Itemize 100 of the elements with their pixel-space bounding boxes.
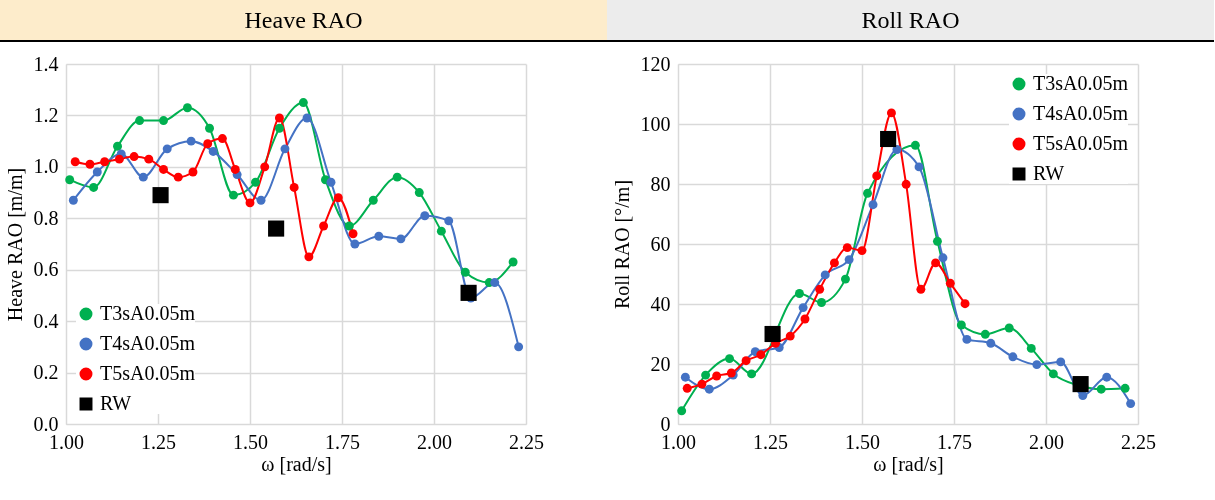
point <box>70 157 80 167</box>
point <box>89 182 99 192</box>
y-axis-title: Heave RAO [m/m] <box>3 167 26 322</box>
x-tick-label: 2.00 <box>417 430 452 453</box>
point <box>1056 357 1066 367</box>
y-tick-label: 1.4 <box>33 52 59 75</box>
point <box>986 338 996 348</box>
x-tick-label: 2.25 <box>509 430 544 453</box>
point <box>298 98 308 108</box>
x-tick-label: 2.25 <box>1121 430 1156 453</box>
y-axis-title: Roll RAO [°/m] <box>610 179 633 310</box>
point <box>844 255 854 265</box>
point <box>901 179 911 189</box>
point <box>880 130 897 148</box>
x-tick-label: 2.00 <box>1029 430 1064 453</box>
y-tick-label: 0.4 <box>33 309 59 332</box>
point <box>1126 399 1136 409</box>
point <box>892 145 902 154</box>
point <box>85 159 95 169</box>
point <box>274 113 284 123</box>
point <box>333 193 343 203</box>
point <box>260 162 270 172</box>
point <box>368 195 378 205</box>
point <box>863 188 872 198</box>
point <box>113 141 122 151</box>
point <box>65 175 75 185</box>
point <box>182 103 192 113</box>
point <box>289 182 299 192</box>
point <box>962 334 972 344</box>
point <box>815 284 825 294</box>
point <box>712 371 722 381</box>
point <box>1102 372 1112 382</box>
point <box>208 146 218 156</box>
point <box>794 289 804 298</box>
y-tick-label: 60 <box>650 232 671 255</box>
point <box>162 144 172 154</box>
point <box>420 211 430 221</box>
y-tick-label: 120 <box>640 52 671 75</box>
point <box>1120 383 1130 393</box>
point <box>682 383 692 393</box>
point <box>348 229 358 239</box>
point <box>460 267 470 277</box>
legend-label: RW <box>1033 162 1065 184</box>
point <box>1008 352 1018 362</box>
point <box>508 257 518 267</box>
point <box>820 270 830 280</box>
point <box>217 134 227 144</box>
x-tick-label: 1.25 <box>141 430 176 453</box>
point <box>868 200 878 210</box>
point <box>245 198 255 208</box>
point <box>956 320 966 330</box>
point <box>92 167 102 177</box>
point <box>436 226 446 236</box>
point <box>764 325 781 343</box>
point <box>1032 360 1042 370</box>
x-tick-label: 1.50 <box>233 430 268 453</box>
point <box>910 140 920 150</box>
point <box>741 356 751 366</box>
point <box>704 384 714 394</box>
point <box>725 354 734 364</box>
point <box>173 172 183 182</box>
point <box>203 139 213 149</box>
point <box>326 177 336 187</box>
y-tick-label: 40 <box>650 292 671 315</box>
x-tick-label: 1.25 <box>753 430 788 453</box>
point <box>817 298 826 307</box>
y-tick-label: 100 <box>640 112 671 135</box>
legend-label: RW <box>100 392 132 414</box>
legend-label: T5sA0.05m <box>1033 132 1129 154</box>
point <box>230 164 240 174</box>
point <box>490 278 500 288</box>
point <box>152 187 169 204</box>
point <box>697 379 707 389</box>
point <box>701 370 711 380</box>
y-tick-label: 20 <box>650 352 671 375</box>
point <box>344 221 354 231</box>
point <box>319 221 329 231</box>
legend-label: T4sA0.05m <box>1033 102 1129 124</box>
point <box>159 116 168 126</box>
point <box>798 303 808 313</box>
point <box>931 258 941 268</box>
legend-label: T4sA0.05m <box>100 332 196 354</box>
point <box>274 123 284 133</box>
chart-title: Roll RAO <box>607 0 1214 42</box>
x-tick-label: 1.75 <box>325 430 360 453</box>
point <box>872 171 882 181</box>
point <box>857 246 867 256</box>
point <box>460 284 477 301</box>
point <box>932 236 942 246</box>
x-tick-label: 1.50 <box>845 430 880 453</box>
point <box>304 252 314 262</box>
point <box>842 243 852 253</box>
point <box>938 253 948 263</box>
y-tick-label: 80 <box>650 172 671 195</box>
point <box>886 108 896 118</box>
point <box>251 177 260 187</box>
point <box>100 157 110 167</box>
legend-label: T5sA0.05m <box>100 362 196 384</box>
x-tick-label: 1.75 <box>937 430 972 453</box>
point <box>188 167 198 177</box>
